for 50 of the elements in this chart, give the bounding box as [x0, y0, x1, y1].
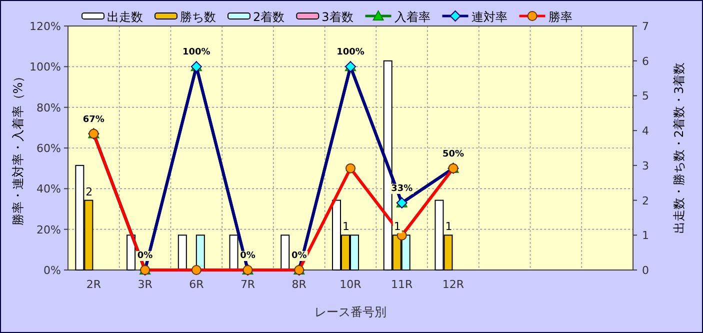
y2-axis-title: 出走数・勝ち数・2着数・3着数: [672, 62, 686, 234]
legend-label: 入着率: [394, 10, 430, 24]
legend-label: 連対率: [471, 10, 508, 24]
y-tick-label: 20%: [36, 223, 61, 236]
y-tick-label: 0%: [44, 264, 61, 277]
y2-tick-label: 1: [642, 229, 649, 242]
y2-tick-label: 0: [642, 264, 649, 277]
x-axis-title: レース番号別: [314, 305, 386, 319]
data-label: 100%: [182, 48, 210, 58]
x-tick-label: 10R: [340, 278, 362, 291]
legend-label: 2着数: [253, 10, 285, 24]
y2-tick-label: 2: [642, 194, 649, 208]
y2-tick-label: 4: [642, 124, 649, 138]
y-tick-label: 120%: [30, 20, 61, 33]
y-tick-label: 40%: [36, 182, 61, 196]
legend-label: 3着数: [322, 10, 354, 24]
data-label: 1: [394, 220, 401, 234]
y-axis-title: 勝率・連対率・入着率（%）: [11, 70, 25, 226]
x-tick-label: 6R: [189, 278, 204, 291]
data-label: 0%: [137, 251, 153, 261]
data-label: 1: [342, 220, 350, 234]
data-label: 100%: [336, 48, 364, 58]
y2-tick-label: 3: [642, 159, 649, 172]
x-tick-label: 12R: [442, 278, 464, 291]
y2-tick-label: 6: [642, 54, 649, 68]
data-label: 33%: [391, 184, 413, 194]
y-tick-label: 80%: [36, 101, 61, 114]
data-label: 67%: [82, 114, 104, 125]
y-tick-label: 100%: [30, 60, 61, 74]
legend-label: 出走数: [107, 10, 143, 24]
bar: [126, 234, 136, 270]
data-label: 1: [445, 220, 452, 234]
legend-label: 勝ち数: [180, 10, 216, 24]
data-label: 0%: [240, 251, 256, 261]
x-tick-label: 8R: [292, 278, 307, 291]
y2-tick-label: 7: [642, 20, 649, 33]
x-tick-label: 3R: [138, 278, 153, 291]
x-tick-label: 11R: [391, 278, 414, 291]
bar: [196, 234, 205, 270]
y-tick-label: 60%: [36, 142, 61, 155]
bar: [280, 234, 290, 270]
bar: [229, 234, 238, 270]
data-label: 50%: [442, 149, 464, 160]
x-tick-label: 2R: [86, 278, 102, 291]
x-tick-label: 7R: [240, 278, 256, 291]
data-label: 2: [86, 185, 93, 198]
legend-label: 勝率: [548, 10, 572, 24]
bar: [178, 234, 187, 270]
data-label: 0%: [291, 251, 307, 261]
y2-tick-label: 5: [642, 90, 649, 103]
